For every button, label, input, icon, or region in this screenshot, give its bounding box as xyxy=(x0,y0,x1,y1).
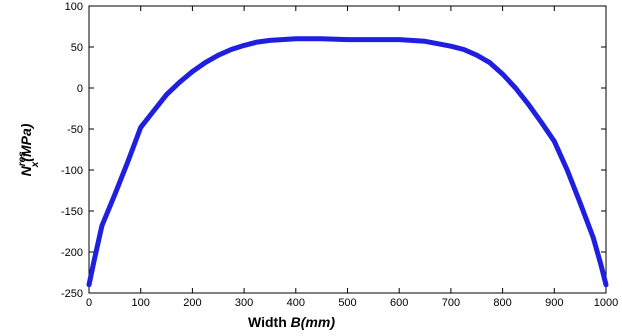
x-tick-label: 0 xyxy=(86,297,92,309)
x-tick-label: 900 xyxy=(545,297,563,309)
series-layer xyxy=(86,36,609,288)
y-axis: 100 50 0 -50 -100 -150 -200 -250 xyxy=(61,1,606,300)
x-tick-label: 600 xyxy=(390,297,408,309)
x-tick-label: 200 xyxy=(183,297,201,309)
x-axis: 0 100 200 300 400 500 600 700 800 900 1000 xyxy=(86,6,618,309)
x-tick-label: 800 xyxy=(493,297,511,309)
y-tick-label: 100 xyxy=(65,1,83,13)
y-tick-label: -50 xyxy=(67,124,83,136)
x-tick-label: 500 xyxy=(338,297,356,309)
plot-area xyxy=(88,5,607,294)
x-tick-label: 700 xyxy=(442,297,460,309)
x-tick-label: 100 xyxy=(132,297,150,309)
y-axis-label: Nres x(MPa) xyxy=(17,123,41,176)
x-axis-label: Width B(mm) xyxy=(248,314,335,330)
y-axis-label-group: Nres x(MPa) xyxy=(17,123,41,176)
x-tick-label: 1000 xyxy=(594,297,618,309)
x-tick-label: 300 xyxy=(235,297,253,309)
y-tick-label: -150 xyxy=(61,206,83,218)
series-line xyxy=(86,36,609,288)
y-tick-label: -200 xyxy=(61,247,83,259)
y-tick-label: -250 xyxy=(61,288,83,300)
y-tick-label: 50 xyxy=(71,42,83,54)
y-tick-label: 0 xyxy=(77,83,83,95)
x-tick-label: 400 xyxy=(287,297,305,309)
y-tick-label: -100 xyxy=(61,165,83,177)
plot-frame xyxy=(88,5,607,294)
